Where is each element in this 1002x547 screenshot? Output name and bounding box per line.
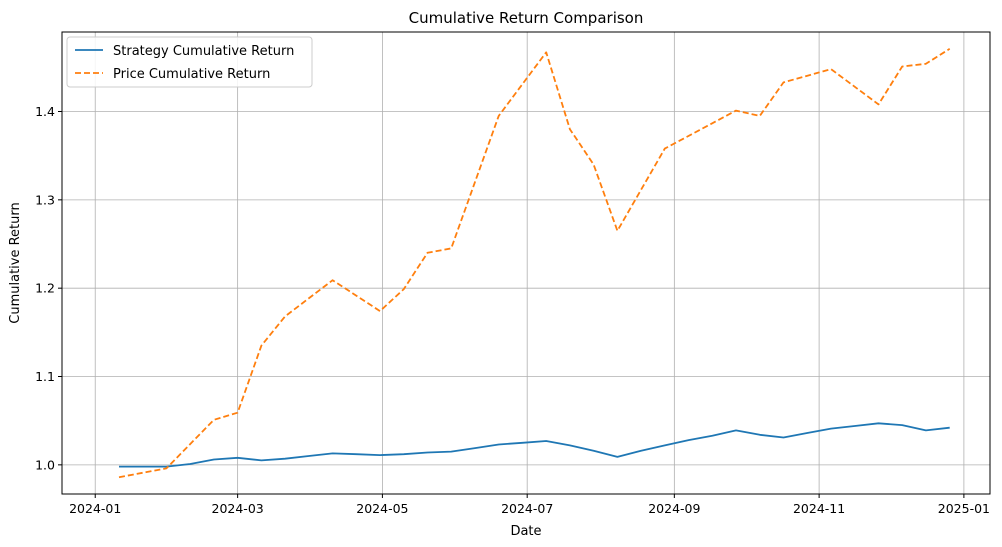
legend-label-strategy: Strategy Cumulative Return — [113, 44, 294, 59]
x-tick-label: 2024-05 — [356, 501, 408, 516]
y-tick-label: 1.3 — [35, 192, 55, 207]
y-axis-label: Cumulative Return — [8, 202, 23, 323]
x-tick-label: 2024-01 — [69, 501, 121, 516]
x-tick-label: 2024-09 — [648, 501, 700, 516]
y-axis: 1.0 1.1 1.2 1.3 1.4 — [35, 104, 62, 472]
grid — [62, 32, 990, 494]
series-layer — [118, 48, 951, 479]
x-tick-label: 2024-03 — [212, 501, 264, 516]
strategy-return-line — [119, 422, 950, 468]
legend-box — [66, 36, 313, 88]
x-tick-label: 2024-07 — [501, 501, 553, 516]
chart-title: Cumulative Return Comparison — [409, 9, 644, 27]
plot-frame — [61, 31, 991, 495]
price-return-line — [118, 48, 951, 479]
y-tick-label: 1.2 — [35, 281, 55, 296]
legend-label-price: Price Cumulative Return — [113, 67, 270, 82]
y-tick-label: 1.4 — [35, 104, 55, 119]
legend: Strategy Cumulative Return Price Cumulat… — [66, 36, 313, 88]
x-axis-label: Date — [510, 524, 541, 539]
x-tick-label: 2025-01 — [938, 501, 990, 516]
x-axis: 2024-01 2024-03 2024-05 2024-07 2024-09 2024-… — [69, 494, 990, 516]
x-tick-label: 2024-11 — [793, 501, 845, 516]
y-tick-label: 1.1 — [35, 369, 55, 384]
y-tick-label: 1.0 — [35, 457, 55, 472]
